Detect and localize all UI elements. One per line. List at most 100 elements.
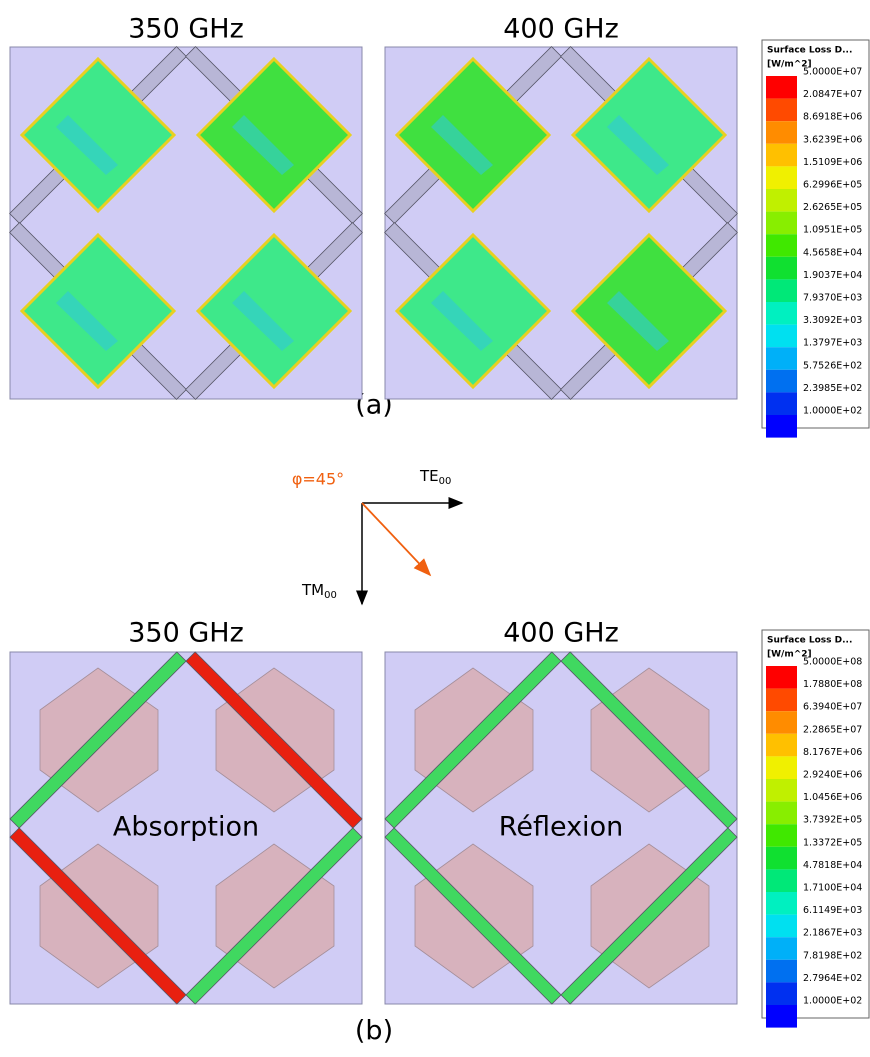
phi-arrow: [361, 502, 432, 577]
legend-label: 2.9240E+06: [803, 770, 862, 781]
patch: [195, 56, 353, 214]
legend-swatch: [766, 279, 797, 302]
legend-label: 1.0951E+05: [803, 225, 862, 236]
legend-label: 3.7392E+05: [803, 815, 862, 826]
annotation: Absorption: [113, 812, 259, 843]
legend-swatch: [766, 914, 797, 938]
legend-label: 5.0000E+07: [803, 67, 862, 78]
patch: [394, 232, 552, 390]
legend-label: 6.3940E+07: [803, 702, 862, 713]
te-sub: 00: [439, 476, 452, 487]
legend-label: 8.6918E+06: [803, 112, 862, 123]
legend-swatch: [766, 733, 797, 757]
patch: [195, 232, 353, 390]
plot: [9, 46, 363, 400]
legend-swatch: [766, 846, 797, 870]
legend-swatch: [766, 959, 797, 983]
tm: TM: [301, 581, 324, 599]
patch: [570, 232, 728, 390]
legend-swatch: [766, 234, 797, 257]
strip: [560, 651, 738, 829]
legend-swatch: [766, 688, 797, 712]
strip: [9, 827, 187, 1005]
legend-swatch: [766, 98, 797, 122]
patch-shade: [431, 291, 493, 351]
legend-swatch: [766, 166, 797, 189]
panel-title: 400 GHz: [503, 618, 619, 649]
legend-label: 2.0847E+07: [803, 89, 862, 100]
plot: [9, 651, 363, 1005]
patch: [394, 56, 552, 214]
legend-label: 3.6239E+06: [803, 134, 862, 145]
legend-label: 8.1767E+06: [803, 747, 862, 758]
legend-swatch: [766, 302, 797, 325]
legend-label: 1.7100E+04: [803, 883, 862, 894]
angle-label: φ=45°: [292, 470, 344, 489]
plot: [384, 46, 738, 400]
patch-shade: [607, 291, 669, 351]
legend-label: 5.7526E+02: [803, 360, 862, 371]
legend-label: 1.7880E+08: [803, 679, 862, 690]
panel-title: 350 GHz: [128, 618, 244, 649]
legend-swatch: [766, 937, 797, 960]
legend-swatch: [766, 211, 797, 235]
strip: [384, 827, 562, 1005]
legend-label: 1.3372E+05: [803, 837, 862, 848]
annotation: Réflexion: [499, 812, 623, 843]
legend-swatch: [766, 824, 797, 847]
legend-swatch: [766, 756, 797, 779]
legend-label: 1.0000E+02: [803, 406, 862, 417]
legend-label: 7.9370E+03: [803, 293, 862, 304]
legend-swatch: [766, 869, 797, 892]
tm-sub: 00: [324, 590, 337, 601]
patch: [19, 232, 177, 390]
legend-swatch: [766, 347, 797, 370]
tm-label: TM00: [301, 581, 337, 602]
legend-label: 6.1149E+03: [803, 905, 862, 916]
legend-swatch: [766, 189, 797, 212]
legend-label: 6.2996E+05: [803, 180, 862, 191]
legend-label: 1.9037E+04: [803, 270, 862, 281]
patch-shade: [431, 115, 493, 175]
patch-shade: [232, 115, 294, 175]
patch-shade: [232, 291, 294, 351]
legend-label: 1.0456E+06: [803, 792, 862, 803]
legend-swatch: [766, 801, 797, 825]
legend-swatch: [766, 892, 797, 915]
legend-label: 2.6265E+05: [803, 202, 862, 213]
legend-swatch: [766, 256, 797, 280]
legend-title: Surface Loss D...: [767, 46, 852, 56]
legend-swatch: [766, 121, 797, 144]
legend-swatch: [766, 415, 797, 438]
legend-unit: [W/m^2]: [767, 650, 812, 660]
strip: [384, 651, 562, 829]
legend-swatch: [766, 369, 797, 393]
patch: [19, 56, 177, 214]
legend-swatch: [766, 982, 797, 1005]
legend-swatch: [766, 711, 797, 734]
patch: [570, 56, 728, 214]
legend-label: 2.7964E+02: [803, 973, 862, 984]
strip: [185, 827, 363, 1005]
legend-swatch: [766, 324, 797, 348]
legend-label: 2.1867E+03: [803, 928, 862, 939]
legend-swatch: [766, 143, 797, 167]
legend-label: 7.8198E+02: [803, 950, 862, 961]
strip: [560, 827, 738, 1005]
legend-swatch: [766, 76, 797, 99]
legend-unit: [W/m^2]: [767, 60, 812, 70]
polarization-axes: φ=45° TE00 TM00: [292, 467, 464, 606]
patch-shade: [607, 115, 669, 175]
patch-shade: [56, 115, 118, 175]
legend-label: 3.3092E+03: [803, 315, 862, 326]
legend-label: 2.2865E+07: [803, 724, 862, 735]
plot: [384, 651, 738, 1005]
legend-label: 5.0000E+08: [803, 657, 862, 668]
legend-label: 1.5109E+06: [803, 157, 862, 168]
legend-swatch: [766, 666, 797, 689]
legend-label: 4.7818E+04: [803, 860, 862, 871]
caption: (b): [355, 1016, 393, 1047]
panel-title: 400 GHz: [503, 14, 619, 45]
legend-swatch: [766, 1005, 797, 1028]
